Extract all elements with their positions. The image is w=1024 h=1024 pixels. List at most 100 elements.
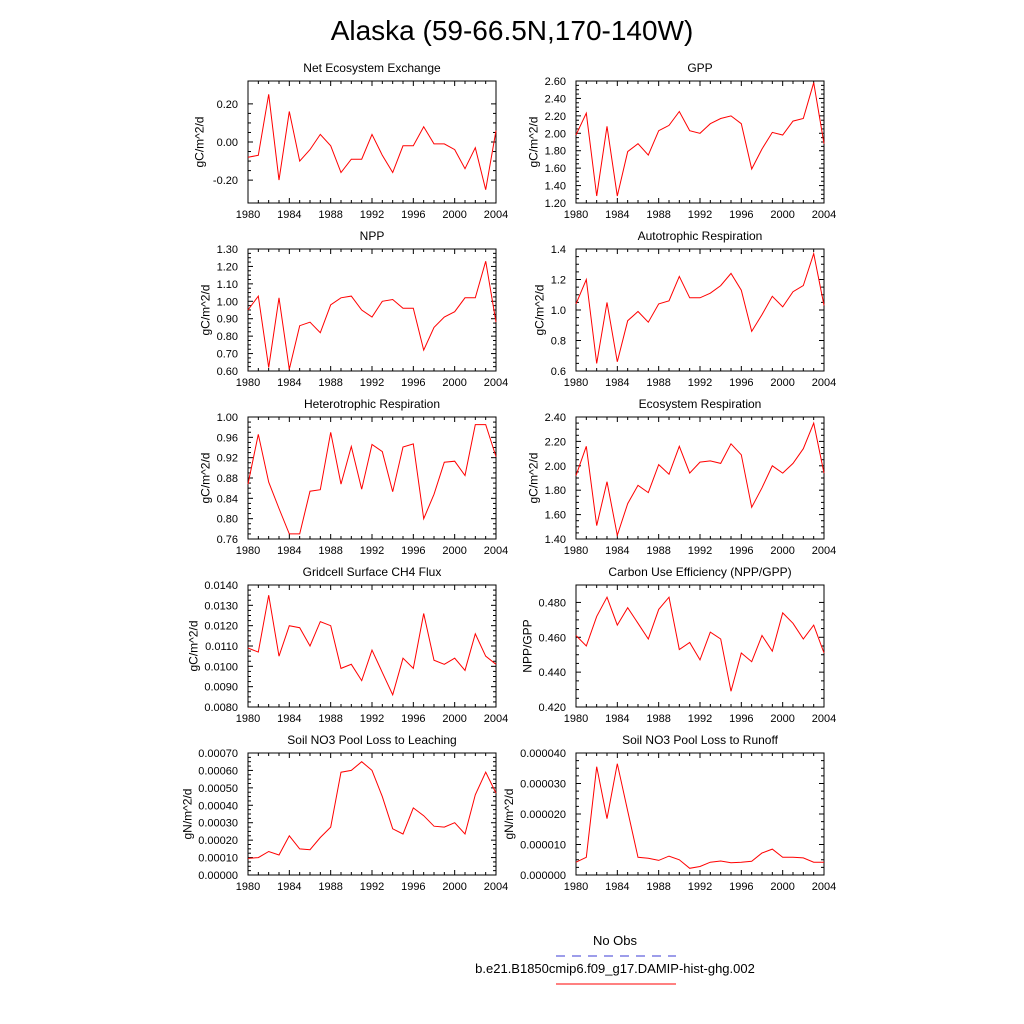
x-tick-label: 1996 — [401, 881, 425, 893]
y-tick-label: 0.96 — [217, 432, 238, 444]
x-tick-label: 2004 — [812, 377, 836, 389]
x-tick-label: 2000 — [442, 713, 466, 725]
x-tick-label: 2000 — [770, 545, 794, 557]
panel-3: Autotrophic Respiration 1980 1984 1988 1992 1… — [533, 229, 837, 389]
panel-title: Soil NO3 Pool Loss to Runoff — [622, 733, 779, 747]
y-tick-label: 0.0080 — [204, 702, 238, 714]
y-tick-label: 0.00 — [217, 137, 238, 149]
x-tick-label: 1988 — [646, 209, 670, 221]
x-tick-label: 1992 — [688, 377, 712, 389]
series-line — [247, 261, 497, 370]
y-tick-label: 0.80 — [217, 514, 238, 526]
y-tick-label: 0.6 — [551, 366, 566, 378]
x-tick-label: 2000 — [770, 377, 794, 389]
y-tick-label: 1.0 — [551, 305, 566, 317]
x-tick-label: 1988 — [646, 545, 670, 557]
y-axis-label: gN/m^2/d — [502, 789, 516, 840]
x-tick-label: 1996 — [729, 881, 753, 893]
x-tick-label: 1988 — [318, 713, 342, 725]
y-tick-label: 0.000030 — [520, 779, 566, 791]
panel-8: Soil NO3 Pool Loss to Leaching 1980 1984 19… — [180, 733, 508, 893]
series-line — [575, 82, 825, 197]
x-tick-label: 1996 — [401, 713, 425, 725]
y-tick-label: 2.00 — [545, 461, 566, 473]
y-tick-label: 1.60 — [545, 510, 566, 522]
panel-title: Net Ecosystem Exchange — [303, 61, 441, 75]
x-tick-label: 1984 — [605, 377, 629, 389]
x-tick-label: 1980 — [236, 545, 260, 557]
x-tick-label: 1984 — [277, 377, 301, 389]
x-tick-label: 2000 — [442, 209, 466, 221]
y-tick-label: 0.92 — [217, 453, 238, 465]
y-axis-label: gC/m^2/d — [527, 453, 541, 504]
x-tick-label: 2004 — [812, 209, 836, 221]
x-tick-label: 1992 — [360, 209, 384, 221]
panel-title: NPP — [360, 229, 385, 243]
x-tick-label: 1996 — [729, 545, 753, 557]
y-tick-label: 0.0130 — [204, 600, 238, 612]
y-tick-label: 0.000020 — [520, 809, 566, 821]
x-tick-label: 1988 — [318, 209, 342, 221]
panel-title: GPP — [687, 61, 712, 75]
x-tick-label: 2000 — [770, 209, 794, 221]
x-tick-label: 1984 — [277, 713, 301, 725]
y-tick-label: 0.00070 — [198, 748, 238, 760]
series-line — [575, 421, 825, 538]
x-tick-label: 1980 — [236, 881, 260, 893]
x-tick-label: 1980 — [564, 377, 588, 389]
y-tick-label: 0.420 — [538, 702, 566, 714]
y-tick-label: 1.40 — [545, 534, 566, 546]
y-tick-label: 0.00010 — [198, 853, 238, 865]
y-tick-label: 0.460 — [538, 632, 566, 644]
x-tick-label: 2004 — [484, 377, 508, 389]
y-tick-label: 0.0100 — [204, 661, 238, 673]
y-axis-label: NPP/GPP — [521, 619, 535, 672]
y-tick-label: 1.30 — [217, 244, 238, 256]
x-tick-label: 2000 — [770, 713, 794, 725]
y-tick-label: 0.440 — [538, 667, 566, 679]
y-axis-label: gC/m^2/d — [533, 285, 547, 336]
x-tick-label: 1996 — [729, 713, 753, 725]
plot-frame — [575, 80, 825, 204]
x-tick-label: 2000 — [442, 545, 466, 557]
x-tick-label: 1992 — [360, 713, 384, 725]
y-tick-label: -0.20 — [213, 175, 238, 187]
x-tick-label: 1980 — [564, 545, 588, 557]
plot-frame — [247, 416, 497, 540]
panel-2: NPP 1980 1984 1988 1992 1996 2000 2004 0.60 0.70 0… — [199, 229, 509, 389]
series-line — [575, 251, 825, 364]
x-tick-label: 1988 — [646, 713, 670, 725]
y-tick-label: 1.4 — [551, 244, 566, 256]
x-tick-label: 1992 — [688, 545, 712, 557]
y-tick-label: 2.20 — [545, 436, 566, 448]
y-tick-label: 0.60 — [217, 366, 238, 378]
panel-title: Heterotrophic Respiration — [304, 397, 440, 411]
y-tick-label: 1.20 — [545, 198, 566, 210]
series-line — [575, 595, 825, 692]
y-tick-label: 2.60 — [545, 76, 566, 88]
x-tick-label: 1996 — [401, 377, 425, 389]
x-tick-label: 1996 — [401, 545, 425, 557]
x-tick-label: 1996 — [729, 377, 753, 389]
panel-title: Gridcell Surface CH4 Flux — [303, 565, 442, 579]
y-tick-label: 0.00030 — [198, 818, 238, 830]
x-tick-label: 1992 — [688, 713, 712, 725]
x-tick-label: 2004 — [812, 713, 836, 725]
legend: No Obs b.e21.B1850cmip6.f09_g17.DAMIP-hi… — [475, 933, 755, 985]
x-tick-label: 1980 — [236, 377, 260, 389]
y-tick-label: 2.20 — [545, 111, 566, 123]
y-tick-label: 0.0090 — [204, 682, 238, 694]
y-tick-label: 1.2 — [551, 275, 566, 287]
x-tick-label: 1984 — [605, 881, 629, 893]
y-tick-label: 0.000010 — [520, 840, 566, 852]
panel-9: Soil NO3 Pool Loss to Runoff 1980 1984 1988… — [502, 733, 836, 893]
x-tick-label: 1988 — [318, 377, 342, 389]
plot-frame — [575, 416, 825, 540]
panel-1: GPP 1980 1984 1988 1992 1996 2000 2004 1.20 1.40 1… — [527, 61, 837, 221]
x-tick-label: 1996 — [729, 209, 753, 221]
y-axis-label: gC/m^2/d — [199, 453, 213, 504]
x-tick-label: 1984 — [277, 545, 301, 557]
y-tick-label: 1.60 — [545, 163, 566, 175]
y-axis-label: gC/m^2/d — [527, 117, 541, 168]
